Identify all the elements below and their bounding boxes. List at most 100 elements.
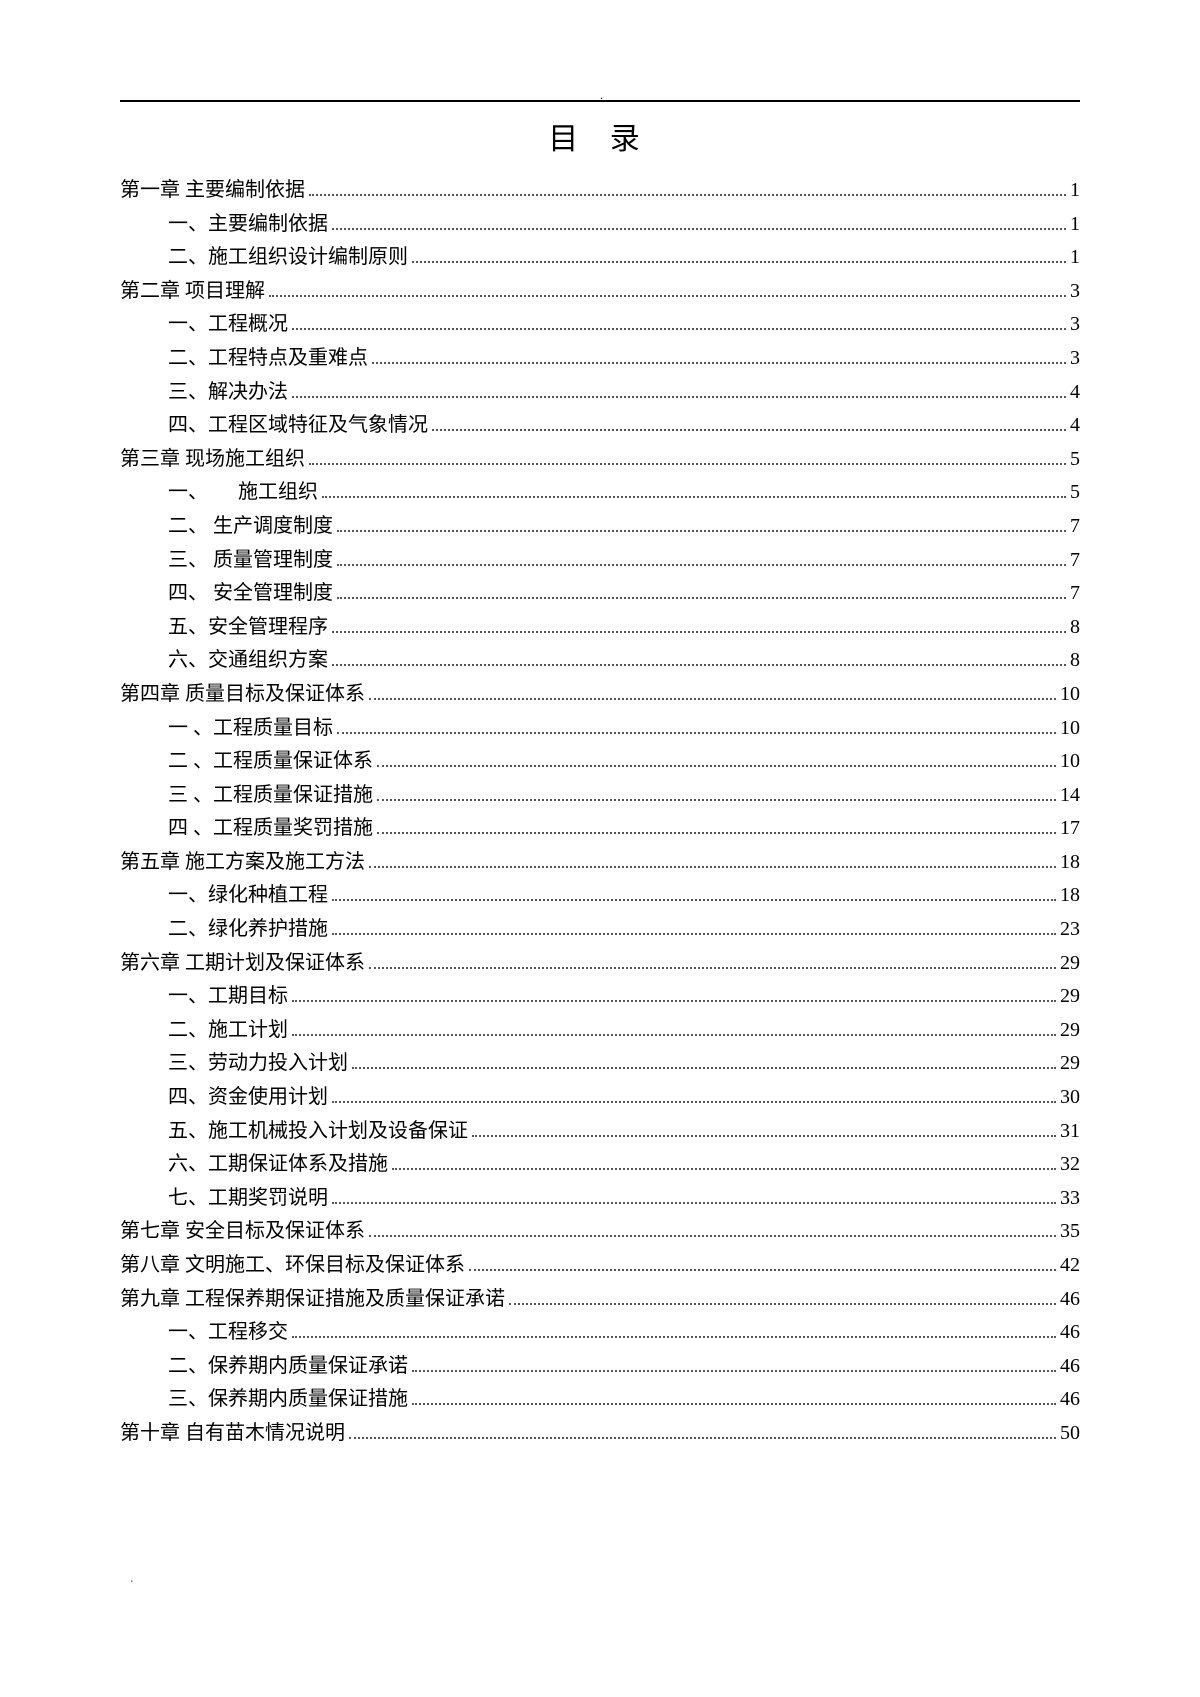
toc-leader-dots — [412, 261, 1066, 263]
toc-entry: 三、 质量管理制度 7 — [120, 544, 1080, 578]
toc-leader-dots — [292, 1000, 1056, 1002]
toc-leader-dots — [412, 1403, 1056, 1405]
toc-entry: 二、绿化养护措施23 — [120, 913, 1080, 947]
toc-leader-dots — [377, 765, 1056, 767]
toc-entry-label: 三 、工程质量保证措施 — [168, 779, 373, 813]
toc-entry-label: 第八章 文明施工、环保目标及保证体系 — [120, 1249, 465, 1283]
toc-entry-label: 一、工期目标 — [168, 980, 288, 1014]
toc-entry: 七、工期奖罚说明33 — [120, 1182, 1080, 1216]
toc-entry: 一、工期目标 29 — [120, 980, 1080, 1014]
toc-entry: 一、 施工组织5 — [120, 476, 1080, 510]
toc-entry: 二 、工程质量保证体系10 — [120, 745, 1080, 779]
toc-entry-label: 二、保养期内质量保证承诺 — [168, 1350, 408, 1384]
toc-leader-dots — [377, 799, 1056, 801]
toc-leader-dots — [269, 295, 1066, 297]
toc-entry-label: 三、保养期内质量保证措施 — [168, 1383, 408, 1417]
toc-entry-page: 4 — [1070, 409, 1080, 443]
toc-entry-label: 一 、工程质量目标 — [168, 712, 333, 746]
toc-entry-page: 29 — [1060, 1014, 1080, 1048]
toc-entry-page: 46 — [1060, 1283, 1080, 1317]
toc-leader-dots — [369, 967, 1056, 969]
toc-leader-dots — [469, 1269, 1056, 1271]
toc-entry-page: 46 — [1060, 1383, 1080, 1417]
toc-entry-page: 46 — [1060, 1350, 1080, 1384]
toc-leader-dots — [332, 664, 1066, 666]
toc-entry-label: 第五章 施工方案及施工方法 — [120, 846, 365, 880]
bottom-dot-marker: . — [130, 1571, 134, 1587]
toc-entry-page: 14 — [1060, 779, 1080, 813]
toc-entry-label: 第六章 工期计划及保证体系 — [120, 947, 365, 981]
toc-entry-label: 三、劳动力投入计划 — [168, 1047, 348, 1081]
toc-entry-page: 4 — [1070, 376, 1080, 410]
toc-entry-label: 二、工程特点及重难点 — [168, 342, 368, 376]
toc-leader-dots — [372, 362, 1066, 364]
toc-entry: 三、解决办法4 — [120, 376, 1080, 410]
toc-leader-dots — [292, 1336, 1056, 1338]
toc-leader-dots — [292, 396, 1066, 398]
toc-entry: 二、施工计划 29 — [120, 1014, 1080, 1048]
toc-leader-dots — [377, 832, 1056, 834]
toc-entry-page: 8 — [1070, 611, 1080, 645]
toc-entry: 一、绿化种植工程18 — [120, 879, 1080, 913]
toc-entry-label: 二、施工计划 — [168, 1014, 288, 1048]
toc-leader-dots — [369, 866, 1056, 868]
toc-entry-page: 42 — [1060, 1249, 1080, 1283]
toc-leader-dots — [392, 1168, 1056, 1170]
toc-entry: 第三章 现场施工组织5 — [120, 443, 1080, 477]
toc-entry: 第六章 工期计划及保证体系29 — [120, 947, 1080, 981]
toc-leader-dots — [349, 1437, 1056, 1439]
toc-entry-label: 三、 质量管理制度 — [168, 544, 333, 578]
toc-title: 目 录 — [120, 114, 1080, 158]
toc-entry-label: 五、施工机械投入计划及设备保证 — [168, 1115, 468, 1149]
toc-entry-page: 8 — [1070, 644, 1080, 678]
toc-entry: 四、资金使用计划30 — [120, 1081, 1080, 1115]
toc-entry: 三 、工程质量保证措施 14 — [120, 779, 1080, 813]
toc-entry-page: 1 — [1070, 174, 1080, 208]
toc-leader-dots — [352, 1067, 1056, 1069]
toc-leader-dots — [369, 698, 1056, 700]
toc-leader-dots — [332, 933, 1056, 935]
toc-entry-page: 7 — [1070, 544, 1080, 578]
toc-entry-page: 3 — [1070, 275, 1080, 309]
toc-leader-dots — [369, 1235, 1056, 1237]
toc-leader-dots — [472, 1135, 1056, 1137]
toc-entry-label: 第十章 自有苗木情况说明 — [120, 1417, 345, 1451]
toc-entry-label: 一、主要编制依据 — [168, 208, 328, 242]
toc-entry-label: 一、绿化种植工程 — [168, 879, 328, 913]
toc-entry-page: 30 — [1060, 1081, 1080, 1115]
toc-entry-label: 二 、工程质量保证体系 — [168, 745, 373, 779]
toc-leader-dots — [332, 631, 1066, 633]
toc-entry-label: 四、工程区域特征及气象情况 — [168, 409, 428, 443]
toc-list: 第一章 主要编制依据1一、主要编制依据1二、施工组织设计编制原则1第二章 项目理… — [120, 174, 1080, 1451]
toc-leader-dots — [292, 328, 1066, 330]
toc-entry-page: 31 — [1060, 1115, 1080, 1149]
toc-entry: 一、主要编制依据1 — [120, 208, 1080, 242]
toc-entry-page: 29 — [1060, 980, 1080, 1014]
toc-entry: 二、 生产调度制度7 — [120, 510, 1080, 544]
toc-entry: 一 、工程质量目标10 — [120, 712, 1080, 746]
toc-entry: 第四章 质量目标及保证体系10 — [120, 678, 1080, 712]
toc-entry-page: 17 — [1060, 812, 1080, 846]
toc-leader-dots — [509, 1303, 1056, 1305]
toc-entry-label: 二、绿化养护措施 — [168, 913, 328, 947]
toc-leader-dots — [332, 1202, 1056, 1204]
toc-entry-page: 33 — [1060, 1182, 1080, 1216]
toc-entry-label: 一、工程移交 — [168, 1316, 288, 1350]
toc-entry-page: 5 — [1070, 443, 1080, 477]
toc-entry-label: 六、工期保证体系及措施 — [168, 1148, 388, 1182]
toc-entry-page: 35 — [1060, 1215, 1080, 1249]
toc-entry: 六、交通组织方案8 — [120, 644, 1080, 678]
toc-entry-page: 1 — [1070, 241, 1080, 275]
toc-entry: 四 、工程质量奖罚措施17 — [120, 812, 1080, 846]
toc-entry-label: 五、安全管理程序 — [168, 611, 328, 645]
toc-entry: 一、工程概况3 — [120, 308, 1080, 342]
toc-entry: 第九章 工程保养期保证措施及质量保证承诺46 — [120, 1283, 1080, 1317]
toc-entry-label: 一、工程概况 — [168, 308, 288, 342]
toc-entry: 四、 安全管理制度7 — [120, 577, 1080, 611]
toc-entry-label: 一、 施工组织 — [168, 476, 318, 510]
toc-entry: 三、劳动力投入计划29 — [120, 1047, 1080, 1081]
toc-entry-page: 32 — [1060, 1148, 1080, 1182]
toc-entry-page: 46 — [1060, 1316, 1080, 1350]
toc-entry: 第五章 施工方案及施工方法18 — [120, 846, 1080, 880]
toc-entry: 第十章 自有苗木情况说明50 — [120, 1417, 1080, 1451]
